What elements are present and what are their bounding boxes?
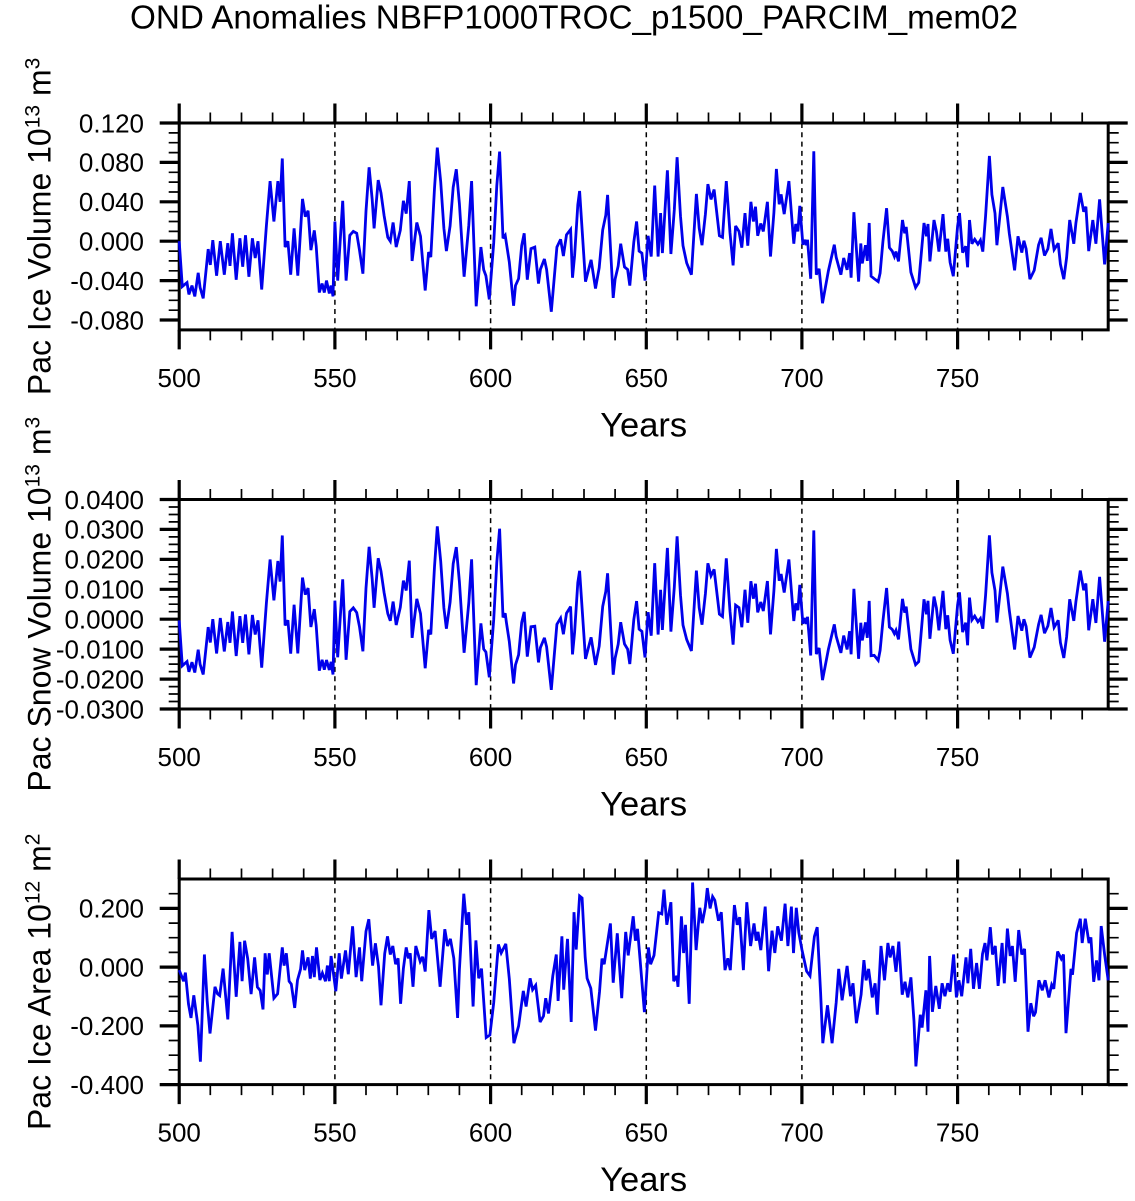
svg-text:-0.0200: -0.0200 — [56, 664, 144, 694]
svg-text:0.120: 0.120 — [79, 108, 144, 138]
svg-text:Years: Years — [600, 786, 687, 824]
svg-text:0.0100: 0.0100 — [64, 575, 144, 605]
svg-text:600: 600 — [469, 363, 512, 393]
svg-text:Years: Years — [600, 406, 687, 444]
svg-text:-0.040: -0.040 — [70, 266, 144, 296]
svg-text:OND Anomalies NBFP1000TROC_p15: OND Anomalies NBFP1000TROC_p1500_PARCIM_… — [130, 0, 1018, 36]
svg-text:750: 750 — [936, 742, 979, 772]
svg-text:0.200: 0.200 — [79, 894, 144, 924]
svg-text:750: 750 — [936, 1118, 979, 1148]
svg-text:700: 700 — [780, 742, 823, 772]
svg-text:0.000: 0.000 — [79, 227, 144, 257]
svg-text:600: 600 — [469, 742, 512, 772]
svg-text:Years: Years — [600, 1161, 687, 1196]
svg-text:-0.400: -0.400 — [70, 1070, 144, 1100]
svg-text:0.0400: 0.0400 — [64, 485, 144, 515]
svg-text:550: 550 — [313, 1118, 356, 1148]
svg-text:500: 500 — [158, 1118, 201, 1148]
svg-text:-0.200: -0.200 — [70, 1011, 144, 1041]
svg-text:650: 650 — [625, 742, 668, 772]
svg-text:500: 500 — [158, 742, 201, 772]
svg-text:-0.080: -0.080 — [70, 305, 144, 335]
svg-text:0.080: 0.080 — [79, 148, 144, 178]
svg-text:-0.0300: -0.0300 — [56, 694, 144, 724]
svg-text:500: 500 — [158, 363, 201, 393]
svg-text:0.000: 0.000 — [79, 952, 144, 982]
svg-text:0.0000: 0.0000 — [64, 605, 144, 635]
svg-text:650: 650 — [625, 363, 668, 393]
svg-text:700: 700 — [780, 363, 823, 393]
svg-text:0.0300: 0.0300 — [64, 515, 144, 545]
svg-text:-0.0100: -0.0100 — [56, 634, 144, 664]
svg-text:0.0200: 0.0200 — [64, 545, 144, 575]
svg-text:Pac Ice Area 1012 m2: Pac Ice Area 1012 m2 — [22, 834, 58, 1131]
svg-text:0.040: 0.040 — [79, 187, 144, 217]
svg-text:600: 600 — [469, 1118, 512, 1148]
svg-text:750: 750 — [936, 363, 979, 393]
svg-text:700: 700 — [780, 1118, 823, 1148]
svg-text:650: 650 — [625, 1118, 668, 1148]
svg-text:550: 550 — [313, 742, 356, 772]
svg-text:550: 550 — [313, 363, 356, 393]
